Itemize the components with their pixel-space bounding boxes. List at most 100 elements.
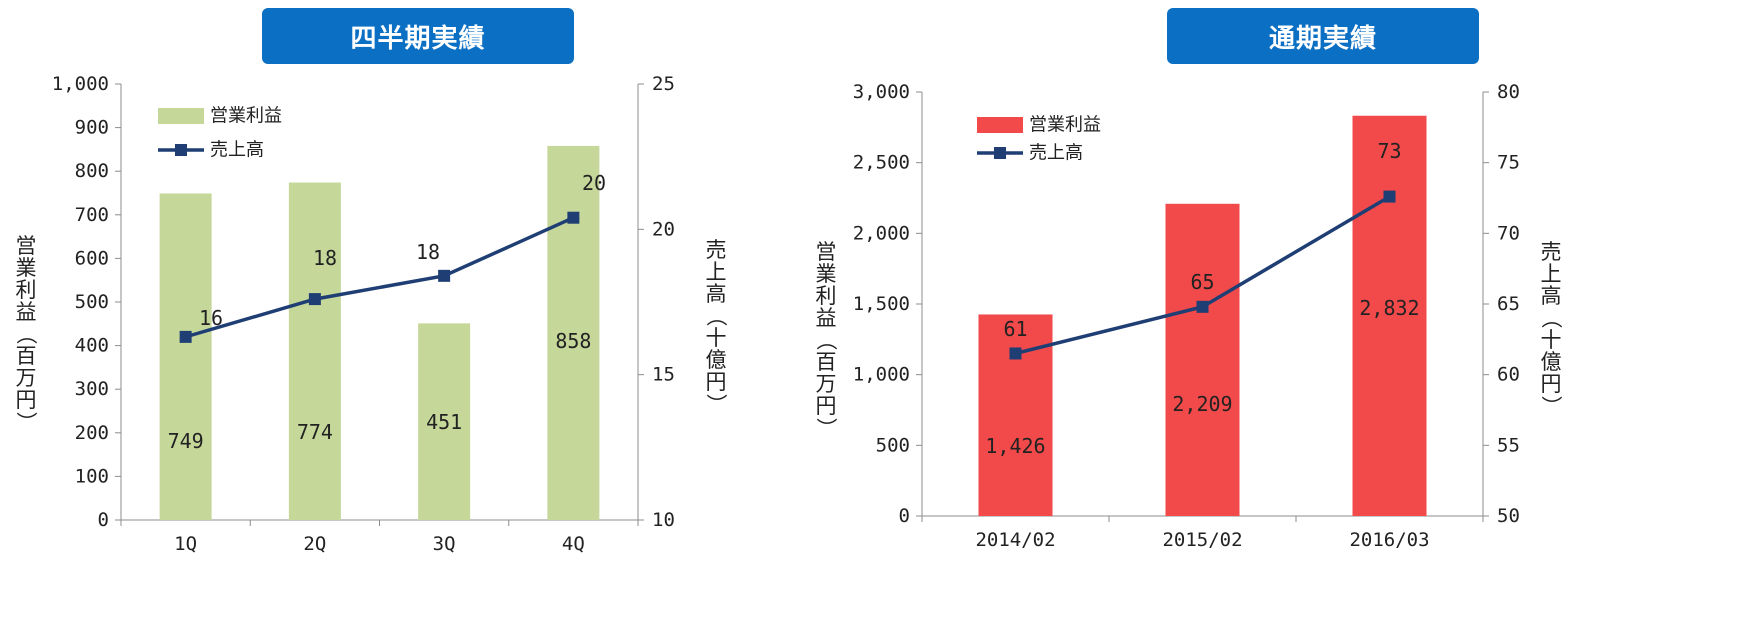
line-data-label: 20	[582, 171, 606, 195]
y2-axis-title-char: 十	[1541, 328, 1562, 352]
y-tick-label: 800	[75, 160, 109, 182]
y-tick-label: 600	[75, 247, 109, 269]
y2-tick-label: 20	[652, 218, 675, 240]
line-marker	[308, 293, 321, 306]
bar	[288, 182, 341, 520]
x-tick-label: 2Q	[303, 533, 326, 555]
y2-axis-title-char: 億	[1541, 350, 1562, 374]
y-axis-title-char: 益	[16, 300, 37, 324]
y-tick-label: 0	[899, 505, 910, 527]
y2-axis-title-char: （	[704, 306, 728, 327]
line-data-label: 18	[313, 246, 337, 270]
line-marker	[179, 330, 192, 343]
x-tick-label: 2014/02	[975, 529, 1055, 551]
line-data-label: 61	[1003, 317, 1027, 341]
chart-title-quarterly: 四半期実績	[262, 8, 574, 64]
chart-title-annual: 通期実績	[1167, 8, 1479, 64]
bar-data-label: 858	[555, 329, 591, 353]
line-marker	[567, 211, 580, 224]
legend-label-bar: 営業利益	[210, 106, 282, 127]
y2-tick-label: 70	[1497, 222, 1520, 244]
y-tick-label: 500	[75, 291, 109, 313]
y2-tick-label: 55	[1497, 434, 1520, 456]
y-axis-title-char: 百	[816, 350, 837, 374]
y-axis-title-char: 円	[16, 388, 37, 412]
y-tick-label: 0	[98, 509, 109, 531]
line-data-label: 73	[1377, 139, 1401, 163]
y-axis-title: 営業利益（百万円）	[814, 240, 838, 439]
legend-label-bar: 営業利益	[1029, 115, 1101, 136]
y-axis-title-char: 万	[16, 366, 37, 390]
line-data-label: 16	[199, 306, 223, 330]
y2-axis-title-char: 売	[706, 238, 727, 262]
y-axis-title-char: 利	[816, 284, 837, 308]
line-marker	[1196, 300, 1209, 313]
bar	[547, 145, 600, 521]
y2-tick-label: 75	[1497, 152, 1520, 174]
y2-axis-title-char: （	[1539, 308, 1563, 329]
legend-swatch-bar	[158, 108, 204, 124]
y-tick-label: 1,500	[853, 293, 910, 315]
y-axis-title-char: （	[14, 324, 38, 345]
x-tick-label: 2015/02	[1162, 529, 1242, 551]
y-axis-title-char: ）	[14, 412, 38, 433]
y2-tick-label: 50	[1497, 505, 1520, 527]
legend-swatch-bar	[977, 117, 1023, 133]
y-tick-label: 200	[75, 422, 109, 444]
line-series	[185, 216, 575, 339]
y-tick-label: 2,500	[853, 152, 910, 174]
y-tick-label: 500	[876, 434, 910, 456]
bar	[1352, 115, 1427, 516]
line-data-label: 18	[416, 240, 440, 264]
y-axis-title-char: （	[814, 330, 838, 351]
y-tick-label: 2,000	[853, 222, 910, 244]
bar-data-label: 451	[426, 410, 462, 434]
y2-tick-label: 65	[1497, 293, 1520, 315]
y-axis-title-char: 益	[816, 306, 837, 330]
y-tick-label: 700	[75, 204, 109, 226]
bar-data-label: 749	[168, 429, 204, 453]
y2-axis-title-char: 億	[706, 348, 727, 372]
y2-axis-title-char: 円	[1541, 372, 1562, 396]
y2-tick-label: 25	[652, 73, 675, 95]
y2-axis-title: 売上高（十億円）	[704, 238, 728, 415]
y2-axis-title-char: ）	[704, 394, 728, 415]
bar-data-label: 1,426	[985, 434, 1045, 458]
y-tick-label: 900	[75, 117, 109, 139]
line-marker	[1009, 347, 1022, 360]
x-tick-label: 3Q	[433, 533, 456, 555]
legend-label-line: 売上高	[1029, 143, 1083, 164]
y2-axis-title-char: 売	[1541, 240, 1562, 264]
y2-axis-title-char: 高	[1541, 284, 1562, 308]
y2-tick-label: 15	[652, 364, 675, 386]
bar	[418, 323, 471, 520]
y2-axis-title: 売上高（十億円）	[1539, 240, 1563, 417]
y2-axis-title-char: 上	[706, 260, 727, 284]
bar	[1165, 203, 1240, 516]
y2-tick-label: 10	[652, 509, 675, 531]
y2-axis-title-char: 十	[706, 326, 727, 350]
y2-axis-title-char: 高	[706, 282, 727, 306]
y-axis-title-char: 万	[816, 372, 837, 396]
x-tick-label: 2016/03	[1349, 529, 1429, 551]
y2-axis-title-char: 円	[706, 370, 727, 394]
y-axis-title: 営業利益（百万円）	[14, 234, 38, 433]
legend-swatch-marker	[175, 144, 187, 156]
y-tick-label: 1,000	[853, 364, 910, 386]
y2-tick-label: 60	[1497, 364, 1520, 386]
y-axis-title-char: 営	[16, 234, 37, 258]
y-axis-title-char: 業	[816, 262, 837, 286]
y-axis-title-char: 営	[816, 240, 837, 264]
legend-swatch-marker	[994, 147, 1006, 159]
y-axis-title-char: 円	[816, 394, 837, 418]
y2-axis-title-char: ）	[1539, 396, 1563, 417]
y-tick-label: 3,000	[853, 81, 910, 103]
y2-tick-label: 80	[1497, 81, 1520, 103]
line-marker	[438, 269, 451, 282]
y-axis-title-char: ）	[814, 418, 838, 439]
y-tick-label: 100	[75, 465, 109, 487]
y2-axis-title-char: 上	[1541, 262, 1562, 286]
bar-data-label: 2,832	[1359, 296, 1419, 320]
legend-label-line: 売上高	[210, 140, 264, 161]
bar-data-label: 774	[297, 420, 333, 444]
